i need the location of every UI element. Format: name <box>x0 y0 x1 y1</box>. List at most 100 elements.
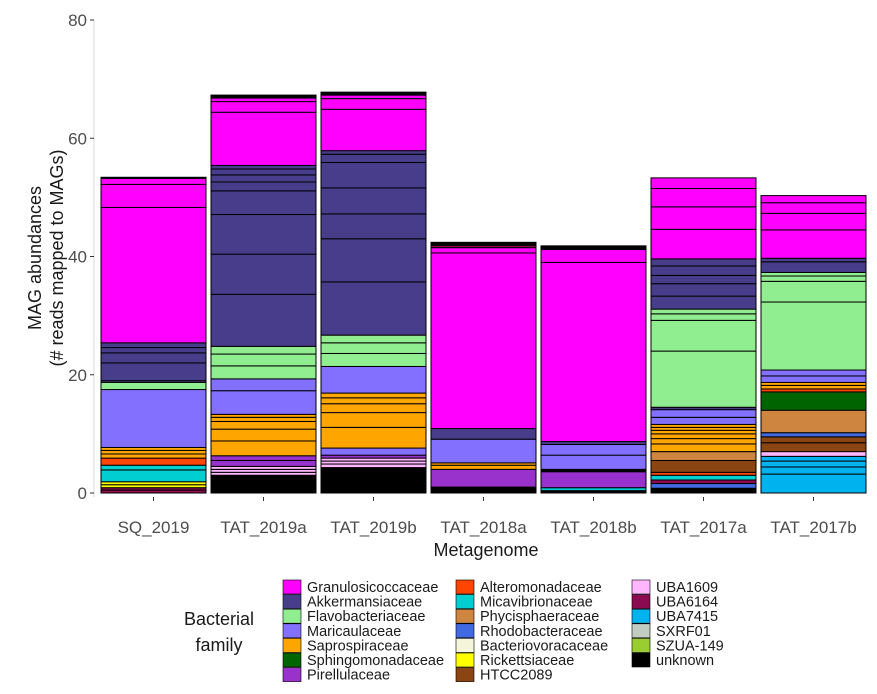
legend-item: Granulosicoccaceae <box>282 579 438 596</box>
legend-swatch <box>282 667 302 682</box>
bar-segment <box>430 486 537 494</box>
bar-segment <box>320 108 427 152</box>
bar-segment <box>210 416 317 422</box>
legend-label: UBA6164 <box>656 595 718 611</box>
bar-segment <box>320 463 427 469</box>
bar-segment <box>320 91 427 96</box>
bar-segment <box>320 153 427 163</box>
bar-segment <box>650 479 757 485</box>
bar-segment <box>650 188 757 208</box>
legend-item: unknown <box>631 652 714 669</box>
bar-segment <box>210 455 317 461</box>
bar-segment <box>760 391 867 411</box>
y-axis-title-line-2: (# reads mapped to MAGs) <box>47 149 67 366</box>
bar-segment <box>320 238 427 283</box>
bar-stack <box>100 176 207 494</box>
bar-segment <box>650 409 757 418</box>
bar-segment <box>540 471 647 489</box>
bar-segment <box>650 295 757 310</box>
legend-swatch <box>631 594 651 609</box>
legend-item: Micavibrionaceae <box>455 594 593 611</box>
bar-segment <box>650 416 757 425</box>
bar-segment <box>760 369 867 377</box>
legend-item: Rickettsiaceae <box>455 652 574 669</box>
y-axis-title: MAG abundances (# reads mapped to MAGs) <box>25 149 67 366</box>
bar-segment <box>650 258 757 267</box>
legend-swatch <box>282 638 302 653</box>
bar-segment <box>210 164 317 170</box>
bar-segment <box>430 428 537 440</box>
legend-swatch <box>282 623 302 639</box>
y-tick-label: 60 <box>68 129 87 148</box>
legend-label: Granulosicoccaceae <box>307 580 438 596</box>
bar-segment <box>760 280 867 303</box>
bar-segment <box>210 474 317 494</box>
bar-segment <box>100 176 207 179</box>
bar-segment <box>760 451 867 457</box>
legend-item: UBA7415 <box>631 608 718 625</box>
bar-segment <box>210 168 317 176</box>
bar-stack <box>210 94 317 494</box>
bar-segment <box>320 467 427 494</box>
bar-segment <box>100 342 207 349</box>
bar-segment <box>320 150 427 155</box>
y-axis-title-line-1: MAG abundances <box>25 186 45 330</box>
bar-segment <box>760 432 867 438</box>
legend-swatch <box>455 667 475 682</box>
legend-title-line-2: family <box>195 635 242 655</box>
y-tick-label: 80 <box>68 11 87 30</box>
bar-segment <box>760 271 867 277</box>
legend-label: Saprospiraceae <box>307 638 409 654</box>
bar-segment <box>650 433 757 440</box>
legend: Bacterial family GranulosicoccaceaeAkker… <box>184 579 724 684</box>
bar-segment <box>430 464 537 470</box>
bar-segment <box>760 212 867 231</box>
bar-segment <box>100 381 207 391</box>
bar-segment <box>320 426 427 449</box>
legend-item: Akkermansiaceae <box>282 594 422 611</box>
bar-segment <box>210 253 317 295</box>
legend-label: Maricaulaceae <box>307 624 401 640</box>
bar-segment <box>320 161 427 189</box>
legend-title-line-1: Bacterial <box>184 609 254 629</box>
bar-segment <box>100 453 207 459</box>
bar-segment <box>430 438 537 464</box>
bar-segment <box>210 440 317 457</box>
x-tick-label: TAT_2017a <box>660 518 747 537</box>
bar-segment <box>210 378 317 392</box>
bar-segment <box>760 275 867 282</box>
bar-segment <box>430 252 537 430</box>
bar-segment <box>650 438 757 445</box>
legend-label: HTCC2089 <box>480 668 553 684</box>
bar-segment <box>650 313 757 321</box>
legend-label: Flavobacteriaceae <box>307 609 426 625</box>
legend-item: Pirellulaceae <box>282 667 390 684</box>
legend-swatch <box>455 638 475 653</box>
bar-stack <box>430 241 537 494</box>
legend-label: SXRF01 <box>656 624 711 640</box>
bar-segment <box>320 281 427 336</box>
bar-segment <box>210 190 317 216</box>
bar-segment <box>100 183 207 208</box>
bar-segment <box>210 420 317 430</box>
bar-segment <box>760 202 867 214</box>
bar-segment <box>320 187 427 215</box>
bar-segment <box>320 403 427 414</box>
bar-segment <box>320 98 427 110</box>
bar-segment <box>210 428 317 442</box>
bar-segment <box>760 409 867 434</box>
legend-swatch <box>455 579 475 595</box>
legend-swatch <box>455 623 475 639</box>
bar-segment <box>760 195 867 204</box>
bar-stack <box>650 177 757 494</box>
legend-swatch <box>631 579 651 595</box>
bar-segment <box>430 468 537 488</box>
x-tick-label: TAT_2019a <box>220 518 307 537</box>
bar-segment <box>100 362 207 382</box>
bar-segment <box>210 293 317 347</box>
legend-label: Micavibrionaceae <box>480 595 593 611</box>
x-tick-label: TAT_2018a <box>440 518 527 537</box>
x-tick-label: SQ_2019 <box>118 518 190 537</box>
bar-segment <box>210 214 317 255</box>
